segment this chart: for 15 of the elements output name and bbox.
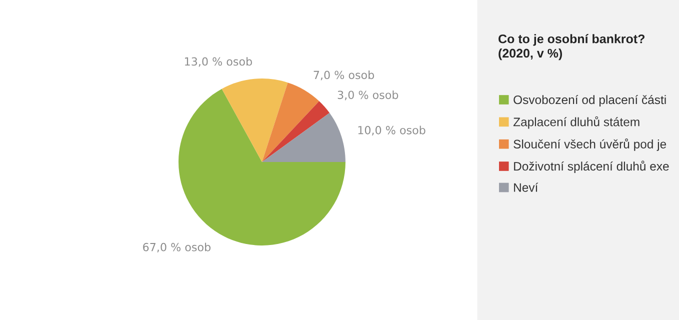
data-label: 7,0 % osob: [314, 70, 374, 80]
pie-slice: [222, 78, 288, 162]
legend-label: Neví: [514, 182, 538, 192]
pie-slice: [262, 82, 320, 162]
pie-slice: [262, 101, 330, 162]
data-label: 3,0 % osob: [338, 90, 398, 100]
legend-label: Osvobození od placení části: [514, 95, 666, 107]
pie-slice: [262, 112, 346, 162]
data-label: 13,0 % osob: [185, 57, 252, 67]
data-label: 67,0 % osob: [143, 242, 210, 252]
text: Co to je osobní bankrot? (2020, v %): [498, 34, 644, 60]
legend-label: Zaplacení dluhů státem: [513, 116, 640, 129]
data-label: 10,0 % osob: [358, 126, 426, 136]
legend-label: Sloučení všech úvěrů pod je: [514, 138, 666, 151]
legend-label: Doživotní splácení dluhů exe: [514, 160, 669, 174]
